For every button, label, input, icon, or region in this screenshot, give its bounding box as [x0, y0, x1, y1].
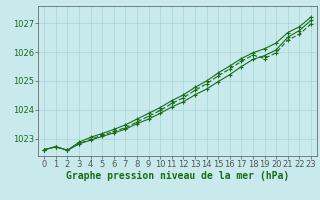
X-axis label: Graphe pression niveau de la mer (hPa): Graphe pression niveau de la mer (hPa)	[66, 171, 289, 181]
